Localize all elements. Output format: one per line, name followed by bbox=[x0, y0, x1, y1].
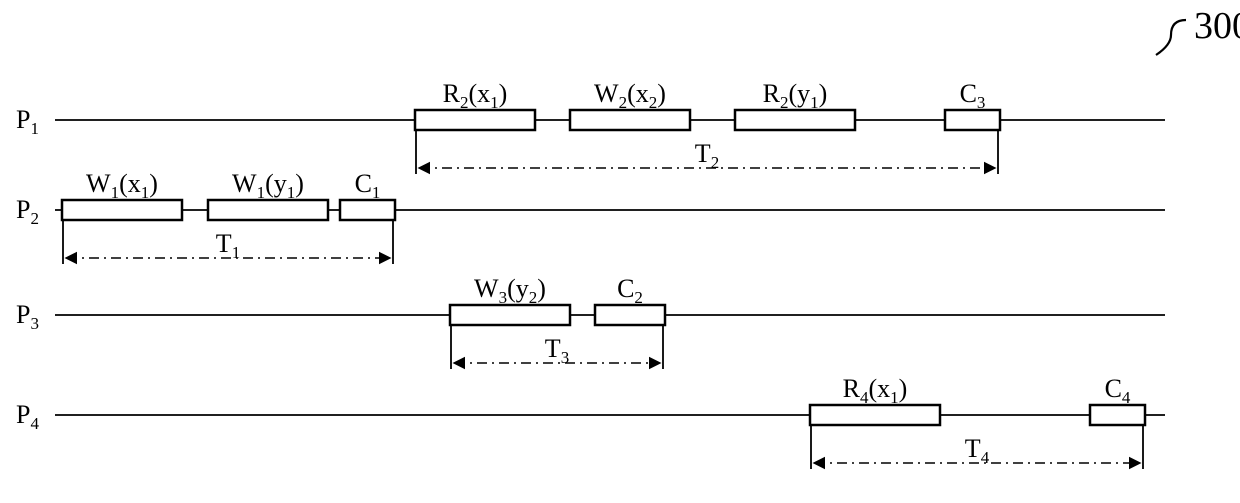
operation-label: W2(x2) bbox=[594, 79, 666, 112]
operation-box bbox=[450, 305, 570, 325]
span-label: T1 bbox=[216, 229, 240, 262]
span-label: T2 bbox=[695, 139, 719, 172]
operation-box bbox=[208, 200, 328, 220]
process-label: P4 bbox=[16, 400, 39, 433]
operation-box bbox=[415, 110, 535, 130]
operation-box bbox=[340, 200, 395, 220]
operation-box bbox=[1090, 405, 1145, 425]
span-label: T3 bbox=[545, 334, 569, 367]
span-label: T4 bbox=[965, 434, 990, 467]
operation-label: C2 bbox=[617, 274, 643, 307]
operation-box bbox=[735, 110, 855, 130]
timing-diagram: 300 P1 R2(x1) W2(x2) R2(y1) C3 T2 P2 W1(x1) W1(y1… bbox=[0, 0, 1240, 503]
operation-label: W1(x1) bbox=[86, 169, 158, 202]
operation-box bbox=[62, 200, 182, 220]
operation-box bbox=[570, 110, 690, 130]
process-label: P1 bbox=[16, 105, 39, 138]
operation-label: R2(x1) bbox=[443, 79, 508, 112]
operation-label: W3(y2) bbox=[474, 274, 546, 307]
operation-label: R4(x1) bbox=[843, 374, 908, 407]
leader-curve bbox=[1156, 20, 1186, 55]
operation-label: C4 bbox=[1105, 374, 1131, 407]
operation-box bbox=[595, 305, 665, 325]
operation-label: C1 bbox=[355, 169, 381, 202]
operation-label: R2(y1) bbox=[763, 79, 828, 112]
figure-number: 300 bbox=[1194, 5, 1240, 47]
process-label: P2 bbox=[16, 195, 39, 228]
process-label: P3 bbox=[16, 300, 39, 333]
operation-label: W1(y1) bbox=[232, 169, 304, 202]
operation-box bbox=[810, 405, 940, 425]
operation-box bbox=[945, 110, 1000, 130]
operation-label: C3 bbox=[960, 79, 986, 112]
